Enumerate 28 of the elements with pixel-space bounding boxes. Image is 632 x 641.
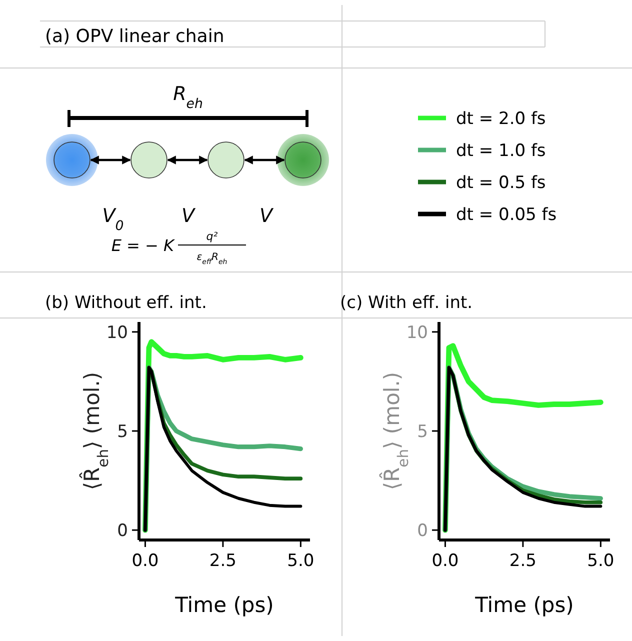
- legend-label: dt = 2.0 fs: [456, 109, 546, 129]
- legend-label: dt = 1.0 fs: [456, 141, 546, 161]
- y-tick-label: 0: [117, 521, 128, 542]
- y-tick-label: 5: [417, 422, 428, 442]
- x-tick-label: 2.5: [209, 551, 236, 571]
- chart-title: (c) With eff. int.: [340, 293, 473, 313]
- y-tick-label: 0: [417, 521, 428, 542]
- x-tick-label: 2.5: [509, 551, 536, 571]
- legend-label: dt = 0.5 fs: [456, 173, 546, 193]
- text: V: [260, 205, 274, 227]
- y-tick-label: 5: [117, 422, 128, 442]
- text: (a) OPV linear chain: [45, 26, 224, 47]
- x-tick-label: 0.0: [432, 551, 459, 571]
- text: R$_{eh}$: [173, 83, 203, 112]
- text: ε$_{eff}$R$_{eh}$: [196, 252, 228, 266]
- legend-label: dt = 0.05 fs: [456, 205, 557, 225]
- x-tick-label: 5.0: [587, 551, 614, 571]
- text: V$_{0}$: [102, 205, 124, 234]
- text: q²: [206, 230, 218, 243]
- text: V: [182, 205, 196, 227]
- y-tick-label: 10: [406, 322, 428, 343]
- text: E = − K: [111, 236, 176, 255]
- x-tick-label: 5.0: [287, 551, 314, 571]
- x-axis-title: Time (ps): [474, 593, 574, 617]
- y-tick-label: 10: [106, 322, 128, 343]
- x-tick-label: 0.0: [132, 551, 159, 571]
- chart-title: (b) Without eff. int.: [45, 293, 207, 313]
- x-axis-title: Time (ps): [174, 593, 274, 617]
